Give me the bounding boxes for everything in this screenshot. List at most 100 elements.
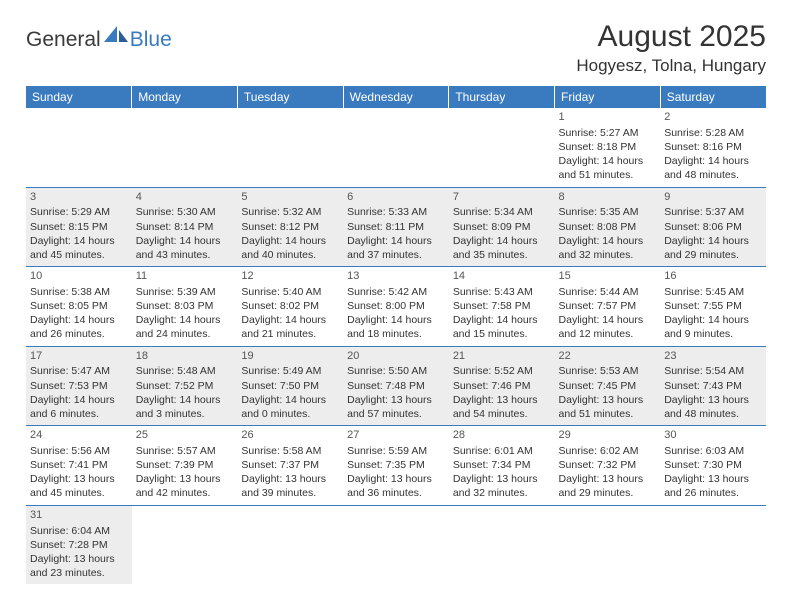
day-number: 26 bbox=[241, 428, 339, 443]
sunrise-text: Sunrise: 5:56 AM bbox=[30, 444, 128, 458]
sunset-text: Sunset: 7:43 PM bbox=[664, 379, 762, 393]
sunset-text: Sunset: 8:16 PM bbox=[664, 140, 762, 154]
sunrise-text: Sunrise: 5:42 AM bbox=[347, 285, 445, 299]
sunset-text: Sunset: 7:45 PM bbox=[559, 379, 657, 393]
day-number: 30 bbox=[664, 428, 762, 443]
daylight-text: Daylight: 13 hours and 36 minutes. bbox=[347, 472, 445, 500]
day-number: 8 bbox=[559, 190, 657, 205]
daylight-text: Daylight: 13 hours and 54 minutes. bbox=[453, 393, 551, 421]
calendar-day-cell bbox=[132, 108, 238, 187]
sunset-text: Sunset: 7:34 PM bbox=[453, 458, 551, 472]
day-number: 9 bbox=[664, 190, 762, 205]
day-number: 1 bbox=[559, 110, 657, 125]
sunrise-text: Sunrise: 5:30 AM bbox=[136, 205, 234, 219]
day-number: 2 bbox=[664, 110, 762, 125]
daylight-text: Daylight: 13 hours and 32 minutes. bbox=[453, 472, 551, 500]
sunrise-text: Sunrise: 5:34 AM bbox=[453, 205, 551, 219]
calendar-day-cell: 19Sunrise: 5:49 AMSunset: 7:50 PMDayligh… bbox=[237, 346, 343, 426]
sunset-text: Sunset: 7:53 PM bbox=[30, 379, 128, 393]
calendar-day-cell bbox=[343, 108, 449, 187]
day-number: 4 bbox=[136, 190, 234, 205]
daylight-text: Daylight: 14 hours and 15 minutes. bbox=[453, 313, 551, 341]
sunset-text: Sunset: 8:02 PM bbox=[241, 299, 339, 313]
calendar-day-cell: 13Sunrise: 5:42 AMSunset: 8:00 PMDayligh… bbox=[343, 267, 449, 347]
daylight-text: Daylight: 14 hours and 3 minutes. bbox=[136, 393, 234, 421]
calendar-day-cell: 7Sunrise: 5:34 AMSunset: 8:09 PMDaylight… bbox=[449, 187, 555, 267]
sunrise-text: Sunrise: 5:35 AM bbox=[559, 205, 657, 219]
calendar-day-cell: 15Sunrise: 5:44 AMSunset: 7:57 PMDayligh… bbox=[555, 267, 661, 347]
calendar-day-cell: 4Sunrise: 5:30 AMSunset: 8:14 PMDaylight… bbox=[132, 187, 238, 267]
sunrise-text: Sunrise: 5:58 AM bbox=[241, 444, 339, 458]
sunset-text: Sunset: 7:35 PM bbox=[347, 458, 445, 472]
daylight-text: Daylight: 13 hours and 29 minutes. bbox=[559, 472, 657, 500]
sunrise-text: Sunrise: 5:54 AM bbox=[664, 364, 762, 378]
daylight-text: Daylight: 13 hours and 42 minutes. bbox=[136, 472, 234, 500]
calendar-week-row: 31Sunrise: 6:04 AMSunset: 7:28 PMDayligh… bbox=[26, 505, 766, 584]
day-number: 22 bbox=[559, 349, 657, 364]
calendar-day-cell bbox=[449, 108, 555, 187]
daylight-text: Daylight: 14 hours and 21 minutes. bbox=[241, 313, 339, 341]
calendar-day-cell: 27Sunrise: 5:59 AMSunset: 7:35 PMDayligh… bbox=[343, 426, 449, 506]
sunrise-text: Sunrise: 5:39 AM bbox=[136, 285, 234, 299]
calendar-day-cell bbox=[26, 108, 132, 187]
calendar-table: SundayMondayTuesdayWednesdayThursdayFrid… bbox=[26, 86, 766, 584]
day-number: 28 bbox=[453, 428, 551, 443]
day-number: 24 bbox=[30, 428, 128, 443]
day-number: 14 bbox=[453, 269, 551, 284]
sunset-text: Sunset: 8:00 PM bbox=[347, 299, 445, 313]
sunrise-text: Sunrise: 6:03 AM bbox=[664, 444, 762, 458]
calendar-day-cell bbox=[343, 505, 449, 584]
weekday-header: Wednesday bbox=[343, 86, 449, 108]
calendar-week-row: 17Sunrise: 5:47 AMSunset: 7:53 PMDayligh… bbox=[26, 346, 766, 426]
header: General Blue August 2025 Hogyesz, Tolna,… bbox=[26, 20, 766, 76]
day-number: 5 bbox=[241, 190, 339, 205]
day-number: 6 bbox=[347, 190, 445, 205]
sunrise-text: Sunrise: 5:40 AM bbox=[241, 285, 339, 299]
calendar-day-cell bbox=[237, 108, 343, 187]
sunset-text: Sunset: 7:39 PM bbox=[136, 458, 234, 472]
sunrise-text: Sunrise: 5:49 AM bbox=[241, 364, 339, 378]
sunset-text: Sunset: 8:03 PM bbox=[136, 299, 234, 313]
calendar-day-cell: 14Sunrise: 5:43 AMSunset: 7:58 PMDayligh… bbox=[449, 267, 555, 347]
day-number: 21 bbox=[453, 349, 551, 364]
daylight-text: Daylight: 14 hours and 29 minutes. bbox=[664, 234, 762, 262]
daylight-text: Daylight: 14 hours and 12 minutes. bbox=[559, 313, 657, 341]
day-number: 11 bbox=[136, 269, 234, 284]
sunset-text: Sunset: 8:12 PM bbox=[241, 220, 339, 234]
month-title: August 2025 bbox=[576, 20, 766, 54]
daylight-text: Daylight: 14 hours and 6 minutes. bbox=[30, 393, 128, 421]
daylight-text: Daylight: 13 hours and 48 minutes. bbox=[664, 393, 762, 421]
calendar-day-cell: 30Sunrise: 6:03 AMSunset: 7:30 PMDayligh… bbox=[660, 426, 766, 506]
calendar-day-cell: 1Sunrise: 5:27 AMSunset: 8:18 PMDaylight… bbox=[555, 108, 661, 187]
day-number: 27 bbox=[347, 428, 445, 443]
daylight-text: Daylight: 13 hours and 23 minutes. bbox=[30, 552, 128, 580]
sunset-text: Sunset: 7:41 PM bbox=[30, 458, 128, 472]
calendar-day-cell bbox=[237, 505, 343, 584]
weekday-header: Thursday bbox=[449, 86, 555, 108]
sunset-text: Sunset: 8:08 PM bbox=[559, 220, 657, 234]
calendar-day-cell: 29Sunrise: 6:02 AMSunset: 7:32 PMDayligh… bbox=[555, 426, 661, 506]
daylight-text: Daylight: 14 hours and 18 minutes. bbox=[347, 313, 445, 341]
weekday-header: Saturday bbox=[660, 86, 766, 108]
day-number: 23 bbox=[664, 349, 762, 364]
weekday-header-row: SundayMondayTuesdayWednesdayThursdayFrid… bbox=[26, 86, 766, 108]
calendar-day-cell: 5Sunrise: 5:32 AMSunset: 8:12 PMDaylight… bbox=[237, 187, 343, 267]
daylight-text: Daylight: 13 hours and 26 minutes. bbox=[664, 472, 762, 500]
weekday-header: Monday bbox=[132, 86, 238, 108]
logo-text-blue: Blue bbox=[130, 28, 172, 52]
calendar-day-cell: 11Sunrise: 5:39 AMSunset: 8:03 PMDayligh… bbox=[132, 267, 238, 347]
daylight-text: Daylight: 14 hours and 43 minutes. bbox=[136, 234, 234, 262]
sunset-text: Sunset: 7:28 PM bbox=[30, 538, 128, 552]
calendar-day-cell: 2Sunrise: 5:28 AMSunset: 8:16 PMDaylight… bbox=[660, 108, 766, 187]
calendar-day-cell: 21Sunrise: 5:52 AMSunset: 7:46 PMDayligh… bbox=[449, 346, 555, 426]
calendar-day-cell: 24Sunrise: 5:56 AMSunset: 7:41 PMDayligh… bbox=[26, 426, 132, 506]
calendar-day-cell: 31Sunrise: 6:04 AMSunset: 7:28 PMDayligh… bbox=[26, 505, 132, 584]
sunset-text: Sunset: 7:52 PM bbox=[136, 379, 234, 393]
sunset-text: Sunset: 8:11 PM bbox=[347, 220, 445, 234]
sunrise-text: Sunrise: 6:02 AM bbox=[559, 444, 657, 458]
day-number: 12 bbox=[241, 269, 339, 284]
sunrise-text: Sunrise: 5:27 AM bbox=[559, 126, 657, 140]
daylight-text: Daylight: 14 hours and 24 minutes. bbox=[136, 313, 234, 341]
sunrise-text: Sunrise: 5:38 AM bbox=[30, 285, 128, 299]
sunrise-text: Sunrise: 5:57 AM bbox=[136, 444, 234, 458]
